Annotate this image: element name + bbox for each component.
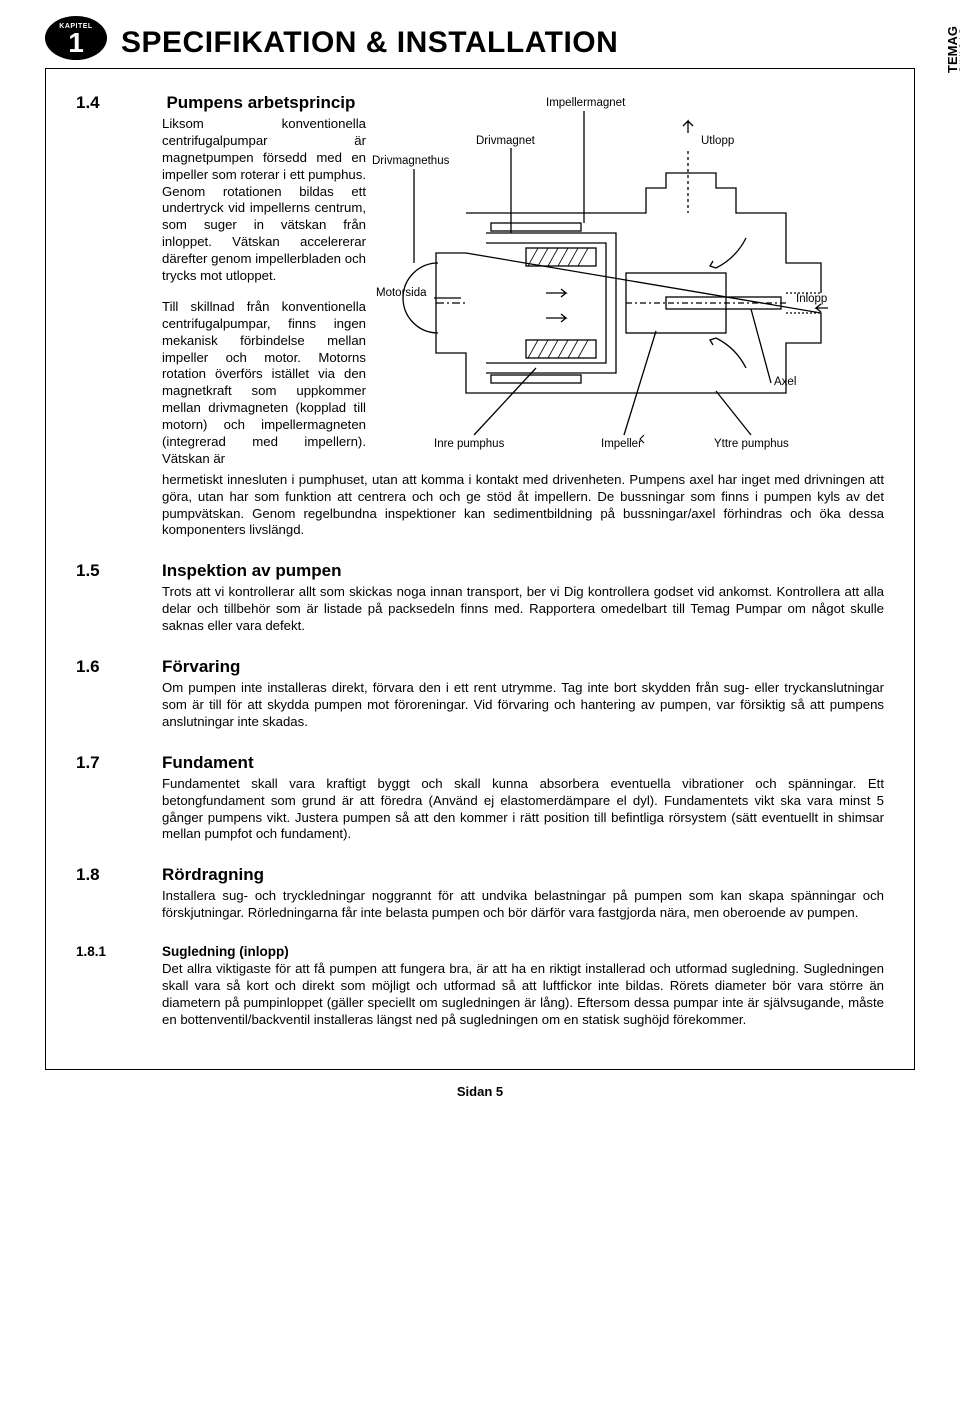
logo-main: TEMAG (945, 26, 960, 73)
subsection-heading: Sugledning (inlopp) (162, 944, 884, 959)
section-heading: Fundament (162, 753, 884, 773)
section-1-5: 1.5 Inspektion av pumpen Trots att vi ko… (76, 561, 884, 635)
section-1-6: 1.6 Förvaring Om pumpen inte installeras… (76, 657, 884, 731)
section-heading: Förvaring (162, 657, 884, 677)
section-number: 1.4 (76, 93, 162, 113)
section-1-4: 1.4 Pumpens arbetsprincip Liksom konvent… (76, 93, 884, 468)
section-text: Till skillnad från konventionella centri… (162, 299, 366, 468)
pump-diagram: Impellermagnet Drivmagnet Drivmagnethus … (366, 93, 884, 463)
section-number: 1.5 (76, 561, 162, 635)
section-text: Installera sug- och tryckledningar noggr… (162, 888, 884, 922)
brand-logo: TEMAG P.U.M.P.A.R (945, 26, 960, 73)
section-1-8: 1.8 Rördragning Installera sug- och tryc… (76, 865, 884, 922)
section-number: 1.7 (76, 753, 162, 844)
section-1-8-1: 1.8.1 Sugledning (inlopp) Det allra vikt… (76, 944, 884, 1029)
section-number: 1.8.1 (76, 944, 162, 1029)
pump-svg (366, 93, 836, 463)
section-heading: Rördragning (162, 865, 884, 885)
section-text: Det allra viktigaste för att få pumpen a… (162, 961, 884, 1029)
section-text: hermetiskt innesluten i pumphuset, utan … (162, 472, 884, 540)
section-1-4-cont: hermetiskt innesluten i pumphuset, utan … (76, 472, 884, 540)
page-footer: Sidan 5 (45, 1084, 915, 1099)
section-text: Trots att vi kontrollerar allt som skick… (162, 584, 884, 635)
section-number: 1.6 (76, 657, 162, 731)
section-heading: Inspektion av pumpen (162, 561, 884, 581)
section-text: Om pumpen inte installeras direkt, förva… (162, 680, 884, 731)
section-text: Liksom konventionella centrifugalpumpar … (162, 116, 366, 285)
section-text: Fundamentet skall vara kraftigt byggt oc… (162, 776, 884, 844)
section-1-7: 1.7 Fundament Fundamentet skall vara kra… (76, 753, 884, 844)
section-number: 1.8 (76, 865, 162, 922)
section-heading: Pumpens arbetsprincip (166, 93, 355, 113)
content-frame: 1.4 Pumpens arbetsprincip Liksom konvent… (45, 68, 915, 1070)
chapter-number: 1 (68, 30, 84, 55)
page-header: KAPITEL 1 SPECIFIKATION & INSTALLATION T… (45, 20, 915, 60)
page-title: SPECIFIKATION & INSTALLATION (121, 20, 618, 60)
chapter-badge: KAPITEL 1 (45, 16, 107, 60)
